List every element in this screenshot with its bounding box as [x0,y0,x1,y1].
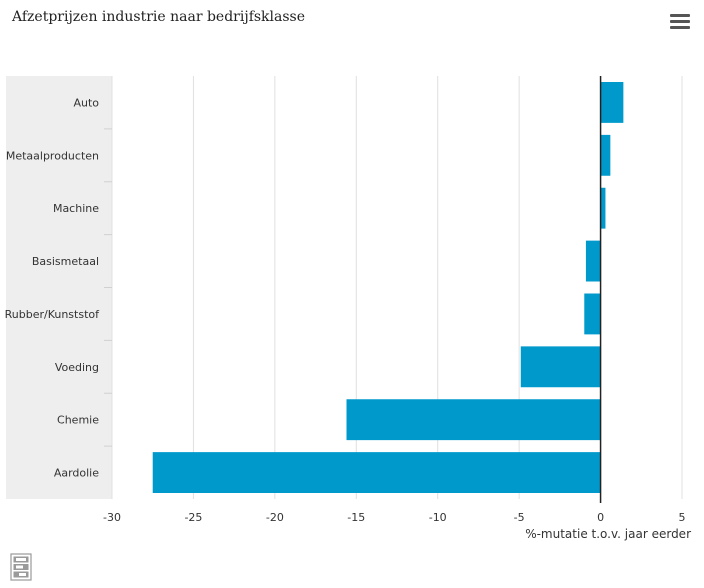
bar-machine [600,187,606,229]
x-tick-label: 0 [597,511,604,524]
bar-auto [600,82,624,123]
x-tick-label: -20 [266,511,284,524]
x-tick-label: -10 [429,511,447,524]
x-tick-label: -30 [103,511,121,524]
x-tick-label: 5 [679,511,686,524]
category-label: Metaalproducten [6,149,99,162]
bar-aardolie [152,452,601,493]
bar-metaalproducten [600,134,611,176]
x-axis-title: %-mutatie t.o.v. jaar eerder [525,527,691,541]
bar-basismetaal [585,240,601,282]
category-label: Chemie [57,414,99,427]
x-tick-label: -5 [514,511,525,524]
hamburger-menu-icon [670,14,690,29]
category-label: Auto [73,96,99,109]
x-tick-label: -25 [184,511,202,524]
category-label: Basismetaal [32,255,99,268]
cbs-logo-icon [10,553,32,581]
x-tick-label: -15 [347,511,365,524]
category-band [6,76,112,499]
bar-chemie [346,399,601,441]
chart-menu-button[interactable] [670,14,690,32]
bar-voeding [520,346,601,388]
category-label: Aardolie [54,467,99,480]
category-label: Voeding [55,361,99,374]
category-label: Machine [53,202,99,215]
category-label: Rubber/Kunststof [5,308,101,321]
chart-title: Afzetprijzen industrie naar bedrijfsklas… [12,9,306,25]
bar-rubber-kunststof [584,293,601,335]
